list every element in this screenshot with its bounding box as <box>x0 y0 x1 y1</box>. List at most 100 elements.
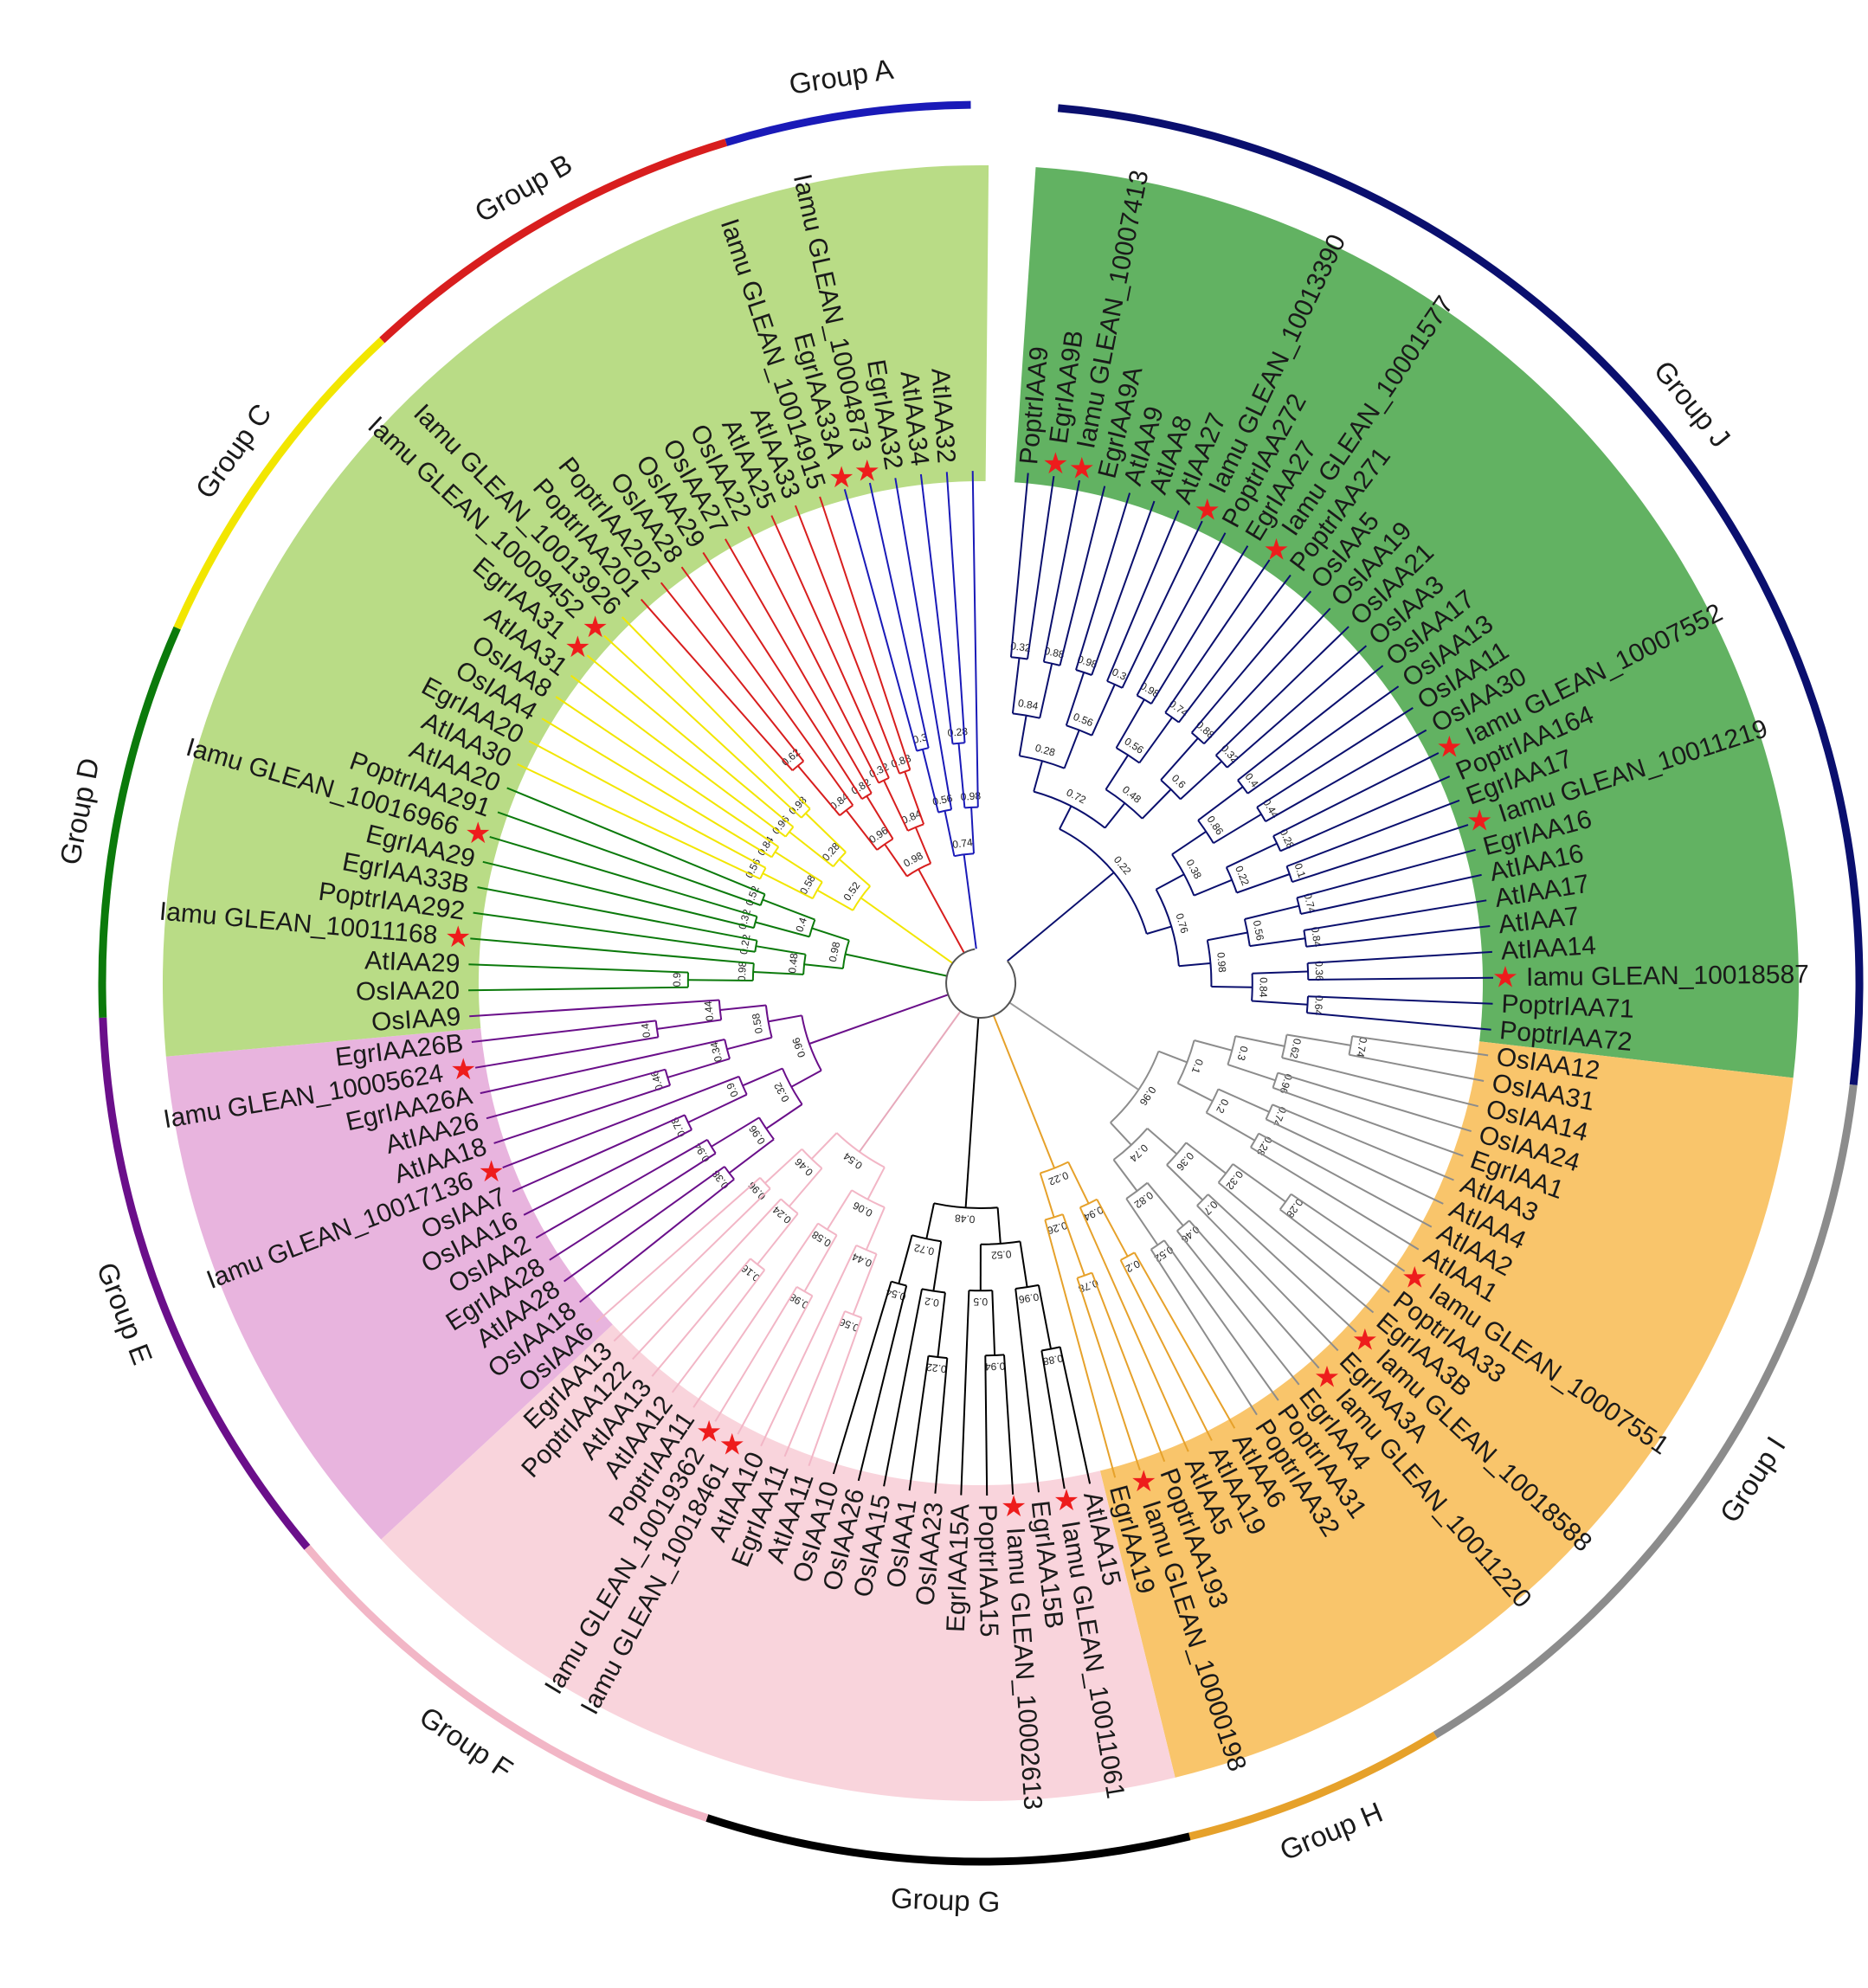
leaf: ★ Iamu GLEAN_10018587 <box>1492 960 1809 994</box>
branch-line <box>755 921 810 938</box>
branch-line <box>1079 1206 1189 1452</box>
support-value: 0.72 <box>1065 786 1088 806</box>
branch-line <box>1252 970 1309 975</box>
branch-line <box>756 945 806 955</box>
group-background-sectors <box>162 164 1799 1801</box>
branch-line <box>497 811 762 906</box>
branch-line <box>671 1269 766 1393</box>
branch-line <box>921 749 939 813</box>
branch-line <box>1166 1164 1204 1201</box>
star-icon: ★ <box>1466 805 1492 838</box>
branch-line <box>737 1295 814 1435</box>
branch-arc <box>759 867 767 879</box>
branch-line <box>1178 574 1291 724</box>
branch-line <box>517 763 761 880</box>
branch-line <box>468 986 688 992</box>
support-value: 0.38 <box>1184 858 1205 881</box>
support-value: 0.4 <box>793 916 809 934</box>
branch-line <box>680 566 854 806</box>
support-value: 0.34 <box>708 1040 725 1063</box>
branch-line <box>1272 1103 1454 1181</box>
branch-line <box>586 654 795 828</box>
branch-line <box>471 1020 656 1043</box>
branch-line <box>762 898 815 921</box>
branch-line <box>1110 1122 1132 1146</box>
group-arc <box>379 138 728 344</box>
branch-line <box>1197 786 1244 821</box>
branch-line <box>852 1253 878 1316</box>
branch-line <box>1011 658 1021 714</box>
star-icon: ★ <box>1001 1490 1027 1523</box>
leaf-label: AtIAA29 <box>364 946 461 978</box>
branch-line <box>789 831 834 867</box>
support-value: 0.98 <box>736 961 749 981</box>
branch-line <box>866 1167 886 1200</box>
branch-arc <box>964 806 978 809</box>
support-value: 0.84 <box>1017 697 1040 712</box>
group-label: Group B <box>469 147 577 228</box>
branch-line <box>826 1189 853 1231</box>
branch-line <box>1227 1064 1276 1082</box>
branch-line <box>957 743 966 808</box>
branch-line <box>960 1290 970 1496</box>
branch-line <box>579 1178 735 1303</box>
group-background-sector <box>165 1028 613 1540</box>
branch-line <box>687 1093 748 1123</box>
branch-line <box>1040 1350 1066 1489</box>
branch-line <box>816 889 853 911</box>
branch-line <box>1091 1272 1166 1463</box>
branch-arc <box>1155 889 1180 967</box>
branch-line <box>1003 1354 1015 1495</box>
branch-line <box>1300 873 1482 915</box>
branch-line <box>622 616 811 810</box>
leaf-labels: PoptrIAA9★EgrIAA9B★Iamu GLEAN_10007413Eg… <box>158 168 1809 1811</box>
support-value: 0.48 <box>786 952 800 974</box>
leaf-label: OsIAA9 <box>370 1002 461 1037</box>
branch-arc <box>801 1015 822 1071</box>
group-root-branch <box>858 1010 962 1153</box>
branch-line <box>603 634 802 819</box>
branch-line <box>489 835 757 917</box>
branch-line <box>477 886 757 942</box>
branch-line <box>470 937 754 965</box>
support-value: 0.44 <box>702 1000 716 1022</box>
support-value: 0.5 <box>973 1296 988 1308</box>
group-root-branch <box>992 1014 1056 1169</box>
branch-line <box>1291 824 1469 884</box>
branch-line <box>1206 1111 1256 1142</box>
branch-line <box>1207 1193 1357 1333</box>
branch-arc <box>1112 1128 1149 1161</box>
star-icon: ★ <box>465 817 491 850</box>
branch-line <box>1091 684 1116 737</box>
support-value: 0.2 <box>924 1295 940 1309</box>
branch-line <box>1306 1012 1491 1031</box>
branch-line <box>760 1245 858 1447</box>
star-icon: ★ <box>1042 447 1068 480</box>
branch-line <box>1061 1213 1085 1277</box>
star-icon: ★ <box>1492 962 1518 994</box>
support-value: 0.6 <box>1169 772 1188 791</box>
group-root-branch <box>963 854 977 949</box>
branch-line <box>1033 760 1043 792</box>
leaf-label: AtIAA14 <box>1500 931 1597 966</box>
branch-line <box>925 1203 935 1239</box>
branch-line <box>1250 1146 1420 1251</box>
group-label: Group C <box>189 398 278 505</box>
support-value: 0.3 <box>1235 1045 1251 1062</box>
branch-line <box>1039 1173 1055 1218</box>
branch-line <box>1150 545 1249 704</box>
star-icon: ★ <box>445 921 471 954</box>
star-icon: ★ <box>1436 731 1462 764</box>
branch-line <box>883 1289 923 1487</box>
branch-line <box>1138 717 1173 763</box>
branch-line <box>919 473 954 744</box>
branch-line <box>1185 1142 1227 1174</box>
branch-line <box>1164 559 1271 713</box>
branch-line <box>1256 707 1414 808</box>
support-value: 0.22 <box>1047 1169 1070 1188</box>
leaf: AtIAA32 <box>925 367 960 464</box>
branch-line <box>803 963 844 969</box>
branch-line <box>1037 1284 1052 1349</box>
branch-line <box>692 1223 819 1408</box>
